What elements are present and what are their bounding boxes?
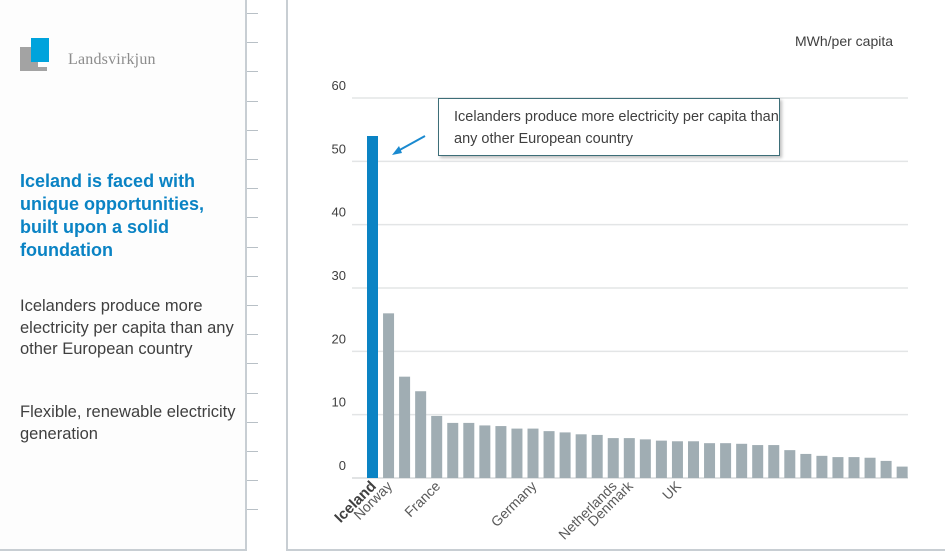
- ruler-tick: [247, 42, 258, 44]
- annotation-callout: Icelanders produce more electricity per …: [438, 98, 780, 156]
- ruler-tick: [247, 305, 258, 306]
- landsvirkjun-logo: Landsvirkjun: [20, 38, 180, 74]
- unit-label: MWh/per capita: [795, 33, 894, 49]
- bar: [511, 428, 523, 478]
- ruler-tick: [247, 275, 258, 277]
- logo-gray-foot-icon: [38, 67, 47, 71]
- y-tick-label: 60: [332, 78, 346, 93]
- bar: [575, 434, 587, 478]
- left-panel: Landsvirkjun Iceland is faced with uniqu…: [0, 0, 247, 551]
- bar: [463, 422, 475, 478]
- bar: [639, 439, 651, 478]
- bar: [720, 443, 732, 478]
- y-tick-labels: 0 10 20 30 40 50 60: [332, 78, 346, 473]
- y-tick-label: 50: [332, 141, 346, 156]
- bar: [495, 426, 507, 478]
- x-tick-label: France: [401, 478, 443, 520]
- y-tick-label: 40: [332, 205, 346, 220]
- headline: Iceland is faced with unique opportuniti…: [20, 171, 204, 260]
- bar: [752, 445, 764, 478]
- bar: [896, 466, 908, 478]
- bar: [591, 434, 603, 478]
- bar: [447, 422, 459, 478]
- logo-blue-square-icon: [31, 38, 49, 62]
- brand-name: Landsvirkjun: [68, 51, 156, 68]
- ruler-tick: [247, 480, 258, 482]
- bar: [736, 443, 748, 478]
- bar: [816, 455, 828, 478]
- ruler-tick: [247, 159, 258, 160]
- bar: [704, 443, 716, 478]
- y-tick-label: 0: [339, 458, 346, 473]
- ruler-tick: [247, 334, 258, 336]
- bar: [479, 425, 491, 478]
- ruler-tick: [247, 129, 258, 131]
- bar: [655, 440, 667, 478]
- arrow-head-icon: [392, 146, 402, 155]
- ruler-tick: [247, 100, 258, 102]
- ruler-tick: [247, 188, 258, 190]
- bar: [431, 415, 443, 478]
- ruler-tick: [247, 421, 258, 423]
- y-tick-label: 20: [332, 331, 346, 346]
- ruler-tick: [247, 246, 258, 248]
- bar: [832, 457, 844, 478]
- point-1: Icelanders produce more electricity per …: [20, 297, 234, 358]
- y-tick-label: 30: [332, 268, 346, 283]
- bar: [800, 453, 812, 478]
- bar: [623, 438, 635, 478]
- ruler-tick: [247, 13, 258, 14]
- x-tick-label: Germany: [488, 478, 540, 530]
- x-tick-label: UK: [659, 477, 685, 503]
- bar: [784, 450, 796, 478]
- bar: [527, 428, 539, 478]
- ruler-tick: [247, 217, 258, 219]
- bar: [880, 460, 892, 478]
- y-tick-label: 10: [332, 395, 346, 410]
- ruler-tick: [247, 363, 258, 365]
- bar: [671, 441, 683, 478]
- bar-highlight: [367, 136, 378, 478]
- bar: [543, 431, 555, 478]
- bar: [415, 391, 427, 478]
- annotation-arrow: [392, 135, 426, 155]
- bar: [864, 457, 876, 478]
- bar: [768, 445, 780, 478]
- ruler-tick: [247, 392, 258, 394]
- ruler-tick: [247, 71, 258, 73]
- bars: [367, 136, 908, 478]
- bar: [383, 313, 395, 478]
- point-2: Flexible, renewable electricity generati…: [20, 403, 236, 443]
- bar: [848, 457, 860, 478]
- ruler-tick: [247, 451, 258, 452]
- gridlines: [352, 97, 908, 479]
- bar: [399, 376, 411, 478]
- bar: [688, 441, 699, 478]
- bar: [559, 432, 571, 478]
- ruler-tick: [247, 509, 258, 511]
- arrow-line: [395, 135, 426, 153]
- bar: [607, 438, 619, 478]
- slide-ruler: [247, 0, 259, 555]
